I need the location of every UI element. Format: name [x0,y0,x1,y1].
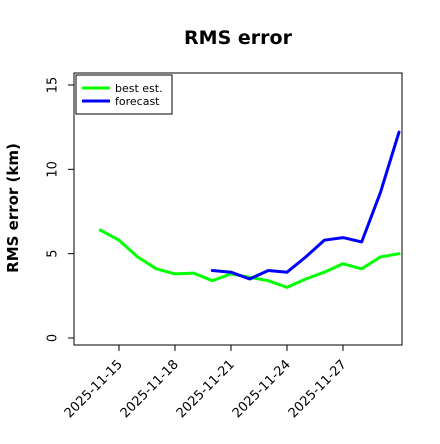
y-axis-label: RMS error (km) [4,143,22,273]
series-line-best-est [98,228,401,289]
legend-label-best-est: best est. [115,82,163,95]
legend-box [75,74,173,115]
chart-title: RMS error [184,27,293,49]
y-tick-label: 0 [46,334,61,342]
legend: best est. forecast [75,74,173,115]
legend-label-forecast: forecast [115,95,160,108]
series-layer [98,130,401,289]
y-tick-label: 15 [46,77,61,94]
y-tick-label: 10 [46,161,61,178]
y-tick-label: 5 [46,250,61,258]
y-axis-ticks: 0 5 10 15 [46,77,74,342]
series-line-forecast [210,130,401,281]
plot-frame [73,72,403,346]
